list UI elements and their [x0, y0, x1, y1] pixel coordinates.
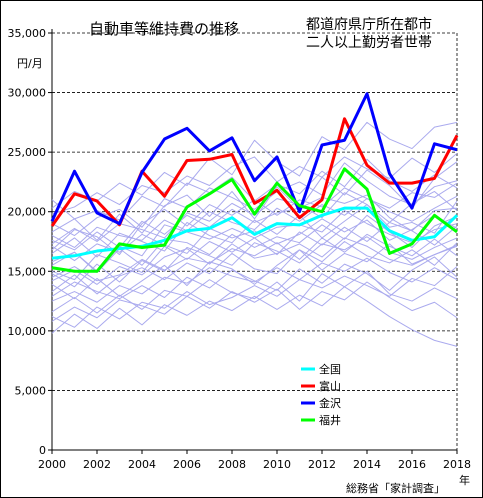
x-tick-label-2004: 2004 — [128, 458, 156, 471]
background-line-19 — [51, 195, 458, 248]
y-tick-label-20000: 20,000 — [8, 206, 47, 219]
background-line-21 — [51, 152, 458, 215]
x-tick-label-2014: 2014 — [353, 458, 381, 471]
background-line-5 — [51, 162, 458, 237]
background-line-7 — [51, 200, 458, 258]
y-tick-label-25000: 25,000 — [8, 146, 47, 159]
highlighted-series-lines — [50, 92, 459, 273]
background-line-14 — [51, 256, 458, 300]
x-tick-labels: 2000 2002 2004 2006 2008 2010 2012 2014 2016 2018 — [38, 458, 471, 471]
background-line-8 — [51, 158, 458, 221]
background-line-17 — [51, 236, 458, 288]
background-line-6 — [51, 270, 458, 314]
x-tick-label-2012: 2012 — [308, 458, 336, 471]
background-line-4 — [51, 257, 458, 303]
background-line-2 — [51, 237, 458, 285]
x-tick-label-2008: 2008 — [218, 458, 246, 471]
background-line-15 — [51, 214, 458, 262]
series-line-4 — [51, 167, 458, 273]
chart-subtitle-line1: 都道府県庁所在都市 — [306, 16, 432, 33]
legend-label-1: 全国 — [319, 362, 341, 376]
background-line-23 — [51, 266, 458, 328]
x-tick-label-2018: 2018 — [443, 458, 471, 471]
background-line-22 — [51, 214, 458, 273]
chart-subtitle-line2: 二人以上勤労者世帯 — [306, 35, 432, 51]
x-tick-label-2016: 2016 — [398, 458, 426, 471]
y-tick-label-15000: 15,000 — [8, 265, 47, 278]
series-line-1 — [51, 206, 459, 260]
y-tick-labels: 0 5,000 10,000 15,000 20,000 25,000 30,000 35,0… — [8, 27, 47, 457]
series-line-3 — [50, 92, 458, 226]
legend-label-4: 福井 — [319, 413, 341, 427]
background-line-11 — [51, 161, 458, 241]
x-unit-label: 年 — [459, 473, 470, 487]
chart-title: 自動車等維持費の推移 — [89, 20, 239, 38]
background-line-9 — [51, 243, 458, 300]
y-tick-label-0: 0 — [39, 444, 46, 457]
y-tick-label-5000: 5,000 — [15, 384, 47, 397]
source-note: 総務省「家計調査」 — [346, 481, 445, 495]
background-line-10 — [51, 286, 458, 347]
axes — [48, 29, 458, 454]
legend-label-3: 金沢 — [319, 396, 341, 410]
y-tick-label-10000: 10,000 — [8, 325, 47, 338]
y-tick-label-30000: 30,000 — [8, 87, 47, 100]
x-tick-label-2010: 2010 — [263, 458, 291, 471]
x-tick-label-2000: 2000 — [38, 458, 66, 471]
grid-lines — [52, 32, 457, 391]
y-tick-label-35000: 35,000 — [8, 27, 47, 40]
x-tick-label-2002: 2002 — [83, 458, 111, 471]
legend-label-2: 富山 — [319, 379, 341, 393]
background-line-13 — [51, 121, 458, 209]
background-line-20 — [51, 241, 458, 295]
y-unit-label: 円/月 — [17, 57, 43, 70]
x-tick-label-2006: 2006 — [173, 458, 201, 471]
background-line-25 — [51, 233, 458, 282]
background-line-18 — [51, 281, 458, 322]
